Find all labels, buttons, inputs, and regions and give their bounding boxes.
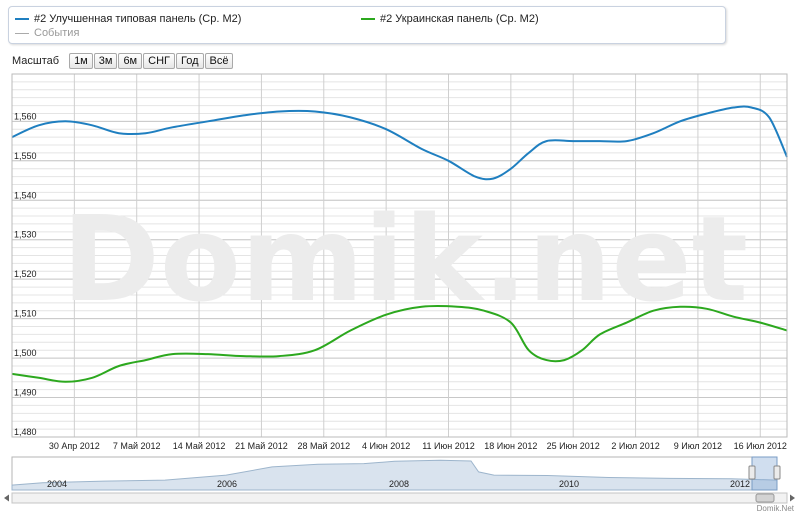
legend: #2 Улучшенная типовая панель (Ср. М2) #2… — [8, 6, 726, 44]
y-tick-label: 1,560 — [14, 111, 37, 121]
y-tick-label: 1,510 — [14, 309, 37, 319]
legend-item-events[interactable]: События — [15, 27, 79, 39]
zoom-button-1y[interactable]: Год — [175, 53, 204, 69]
credit-label[interactable]: Domik.Net — [756, 504, 794, 513]
y-tick-label: 1,530 — [14, 230, 37, 240]
y-tick-label: 1,500 — [14, 348, 37, 358]
zoom-button-3m[interactable]: 3м — [93, 53, 118, 69]
x-tick-label: 9 Июл 2012 — [674, 441, 722, 451]
y-tick-label: 1,480 — [14, 427, 37, 437]
x-tick-label: 25 Июн 2012 — [547, 441, 600, 451]
navigator-selection — [751, 456, 778, 491]
x-tick-label: 16 Июл 2012 — [734, 441, 787, 451]
zoom-label: Масштаб — [12, 55, 60, 67]
legend-item-series-2[interactable]: #2 Украинская панель (Ср. М2) — [361, 13, 539, 25]
navigator-handle-right — [773, 465, 781, 480]
legend-label-series-2: #2 Украинская панель (Ср. М2) — [380, 13, 539, 25]
navigator-year-label: 2012 — [730, 479, 750, 489]
x-tick-label: 7 Май 2012 — [113, 441, 161, 451]
zoom-button-6m[interactable]: 6м — [118, 53, 143, 69]
scrollbar-track — [11, 492, 788, 504]
x-tick-label: 21 Май 2012 — [235, 441, 288, 451]
series-line-2 — [11, 305, 788, 383]
y-tick-label: 1,490 — [14, 388, 37, 398]
scroll-left-arrow-icon — [4, 494, 9, 502]
y-tick-label: 1,540 — [14, 190, 37, 200]
zoom-button-1m[interactable]: 1м — [69, 53, 93, 69]
legend-swatch-series-2 — [361, 18, 375, 20]
x-tick-label: 18 Июн 2012 — [484, 441, 537, 451]
x-tick-label: 11 Июн 2012 — [422, 441, 475, 451]
scroll-right-arrow-icon — [790, 494, 795, 502]
zoom-bar: Масштаб 1м 3м 6м СНГ Год Всё — [12, 53, 234, 69]
navigator-year-label: 2010 — [559, 479, 579, 489]
legend-swatch-series-1 — [15, 18, 29, 20]
y-tick-label: 1,520 — [14, 269, 37, 279]
watermark-text: Domik.net — [62, 190, 748, 328]
plot-border — [11, 73, 788, 438]
navigator-year-label: 2008 — [389, 479, 409, 489]
navigator-area — [11, 459, 778, 491]
navigator-year-label: 2006 — [217, 479, 237, 489]
x-tick-label: 30 Апр 2012 — [49, 441, 100, 451]
legend-label-series-1: #2 Улучшенная типовая панель (Ср. М2) — [34, 13, 242, 25]
y-tick-label: 1,550 — [14, 151, 37, 161]
x-tick-label: 14 Май 2012 — [173, 441, 226, 451]
zoom-button-all[interactable]: Всё — [204, 53, 234, 69]
legend-item-series-1[interactable]: #2 Улучшенная типовая панель (Ср. М2) — [15, 13, 241, 25]
zoom-button-ytd[interactable]: СНГ — [143, 53, 175, 69]
legend-swatch-events — [15, 32, 29, 34]
navigator-handle-left — [748, 465, 756, 480]
x-tick-label: 28 Май 2012 — [297, 441, 350, 451]
x-tick-label: 4 Июн 2012 — [362, 441, 410, 451]
legend-label-events: События — [34, 27, 80, 39]
series-line-1 — [11, 105, 788, 181]
navigator-year-label: 2004 — [47, 479, 67, 489]
scrollbar-thumb — [755, 493, 775, 503]
x-tick-label: 2 Июл 2012 — [611, 441, 659, 451]
